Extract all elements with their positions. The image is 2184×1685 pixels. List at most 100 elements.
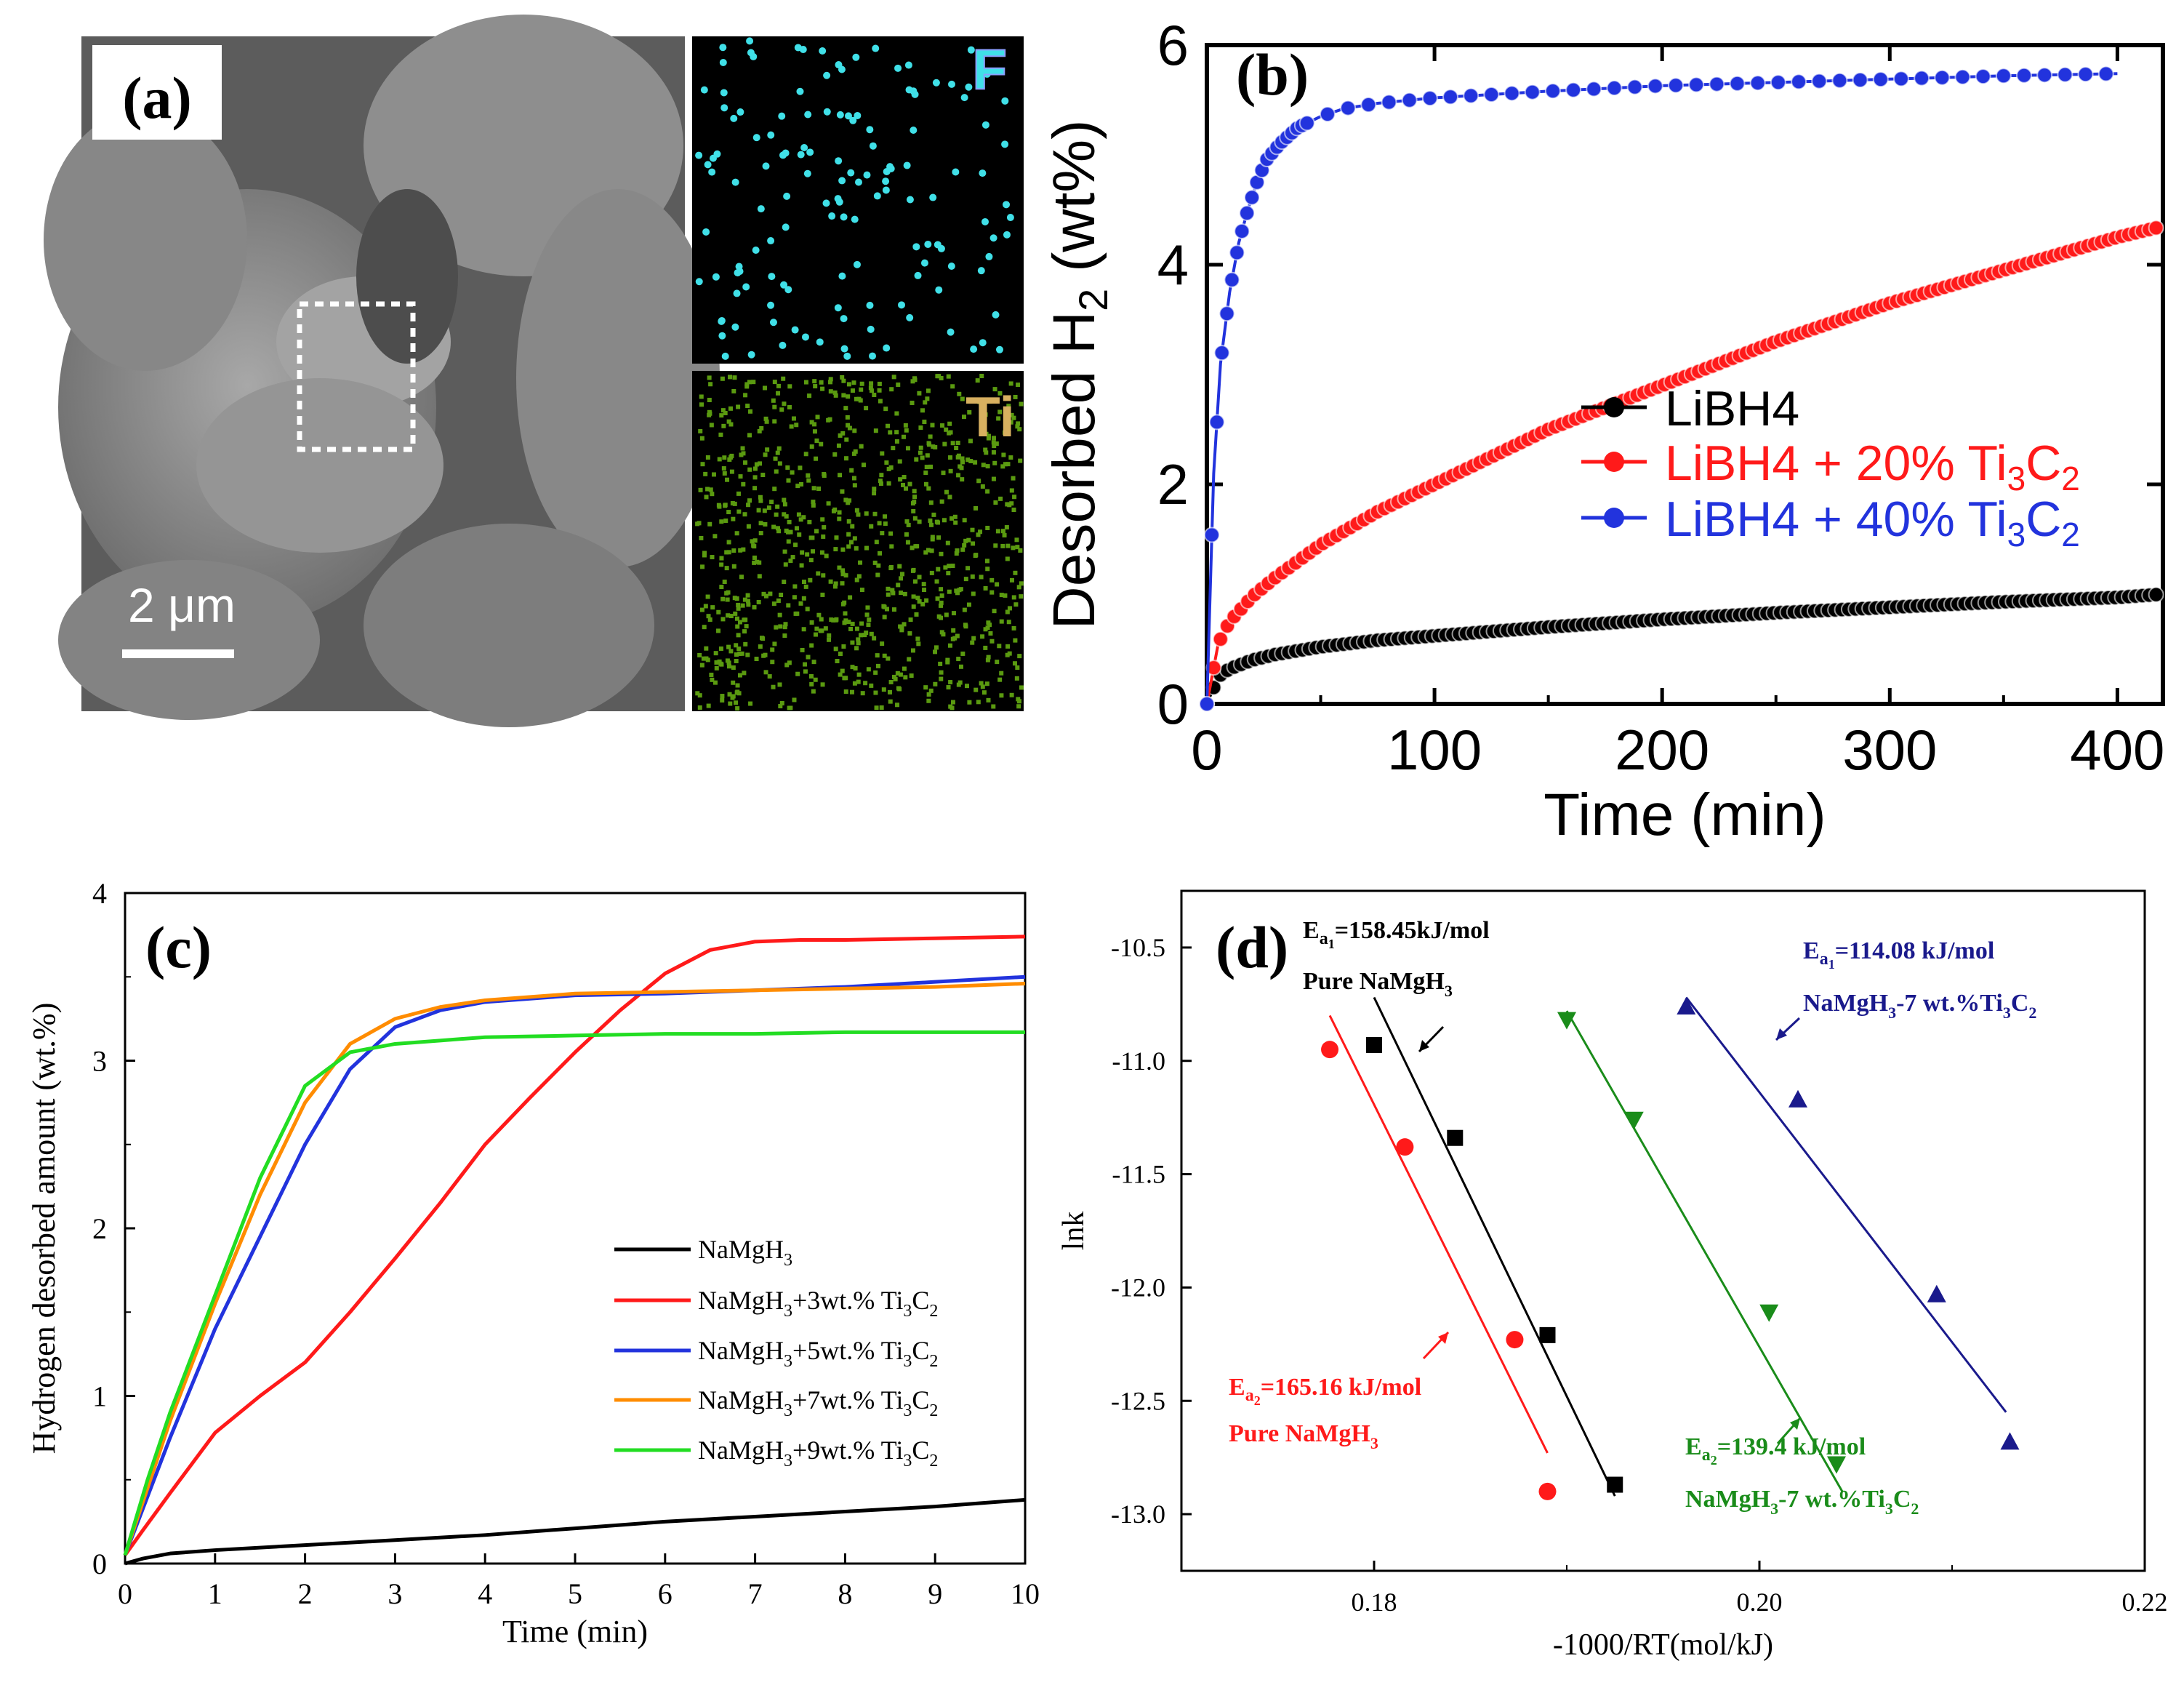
ti-dot — [706, 703, 711, 708]
panel-b-series-2-point — [1213, 345, 1230, 361]
ti-dot — [1003, 593, 1008, 598]
ti-dot — [917, 519, 922, 524]
ti-dot — [887, 689, 892, 695]
ti-dot — [950, 384, 955, 389]
ti-dot — [859, 621, 864, 626]
scale-bar-label: 2 μm — [128, 578, 236, 632]
ti-dot — [737, 651, 742, 656]
ti-dot — [956, 473, 961, 478]
f-dot — [1001, 97, 1009, 105]
ti-dot — [971, 541, 976, 546]
f-dot — [903, 161, 911, 169]
ti-dot — [813, 384, 818, 389]
ti-dot — [970, 574, 975, 579]
ti-dot — [778, 624, 783, 629]
ti-dot — [976, 479, 981, 484]
ti-dot — [991, 476, 996, 481]
ti-dot — [943, 565, 948, 570]
ti-dot — [868, 385, 873, 391]
ti-dot — [833, 393, 838, 398]
ti-dot — [736, 404, 741, 409]
f-dot — [952, 168, 960, 176]
ti-dot — [702, 553, 707, 558]
ti-dot — [886, 592, 891, 597]
ti-dot — [759, 636, 764, 641]
ti-dot — [997, 391, 1003, 396]
ti-dot — [939, 615, 944, 620]
panel-b-xtick-label: 200 — [1615, 718, 1709, 782]
ti-dot — [719, 585, 724, 590]
ti-dot — [874, 540, 879, 545]
ti-dot — [1011, 545, 1016, 551]
ti-dot — [728, 422, 734, 427]
ti-dot — [734, 643, 739, 648]
panel-b-series-2-point — [1892, 71, 1909, 87]
panel-b-xtick-label: 100 — [1387, 718, 1482, 782]
f-dot — [995, 345, 1003, 353]
ea-black-line2: Pure NaMgH3 — [1303, 968, 1453, 1000]
ti-dot — [739, 452, 744, 457]
ti-dot — [1012, 661, 1017, 666]
ti-dot — [907, 481, 912, 487]
ti-dot — [902, 475, 907, 480]
ti-dot — [730, 501, 735, 506]
ti-dot — [792, 697, 797, 703]
f-dot — [911, 90, 919, 98]
f-dot — [721, 352, 729, 360]
ti-dot — [724, 550, 729, 555]
ti-dot — [987, 623, 992, 628]
ti-dot — [843, 689, 848, 695]
ti-dot — [756, 508, 761, 513]
f-dot — [800, 143, 808, 151]
ti-dot — [859, 387, 864, 392]
ti-dot — [774, 512, 779, 517]
f-dot — [801, 333, 809, 341]
ti-dot — [898, 624, 903, 629]
panel-c-plot: 0 1 2 3 4 5 6 7 8 9 10 0 1 2 3 4 Time (min) Hydrogen deso… — [26, 877, 1040, 1649]
ti-dot — [920, 455, 925, 460]
ti-dot — [933, 649, 938, 655]
f-dot — [730, 114, 738, 122]
f-dot — [914, 271, 922, 279]
ti-dot — [938, 661, 943, 666]
ti-dot — [758, 521, 763, 526]
ti-dot — [699, 402, 704, 407]
ti-dot — [787, 705, 792, 711]
panel-d-ytick-label: -11.0 — [1112, 1046, 1165, 1076]
ti-dot — [834, 535, 839, 540]
ti-dot — [838, 651, 843, 656]
ti-dot — [725, 658, 730, 663]
ti-dot — [880, 451, 885, 456]
panel-d-ylabel: lnk — [1057, 1212, 1091, 1251]
ti-dot — [771, 524, 776, 529]
ti-dot — [840, 375, 845, 380]
f-dot — [782, 223, 790, 231]
ti-dot — [847, 425, 852, 431]
ti-dot — [820, 682, 825, 687]
panel-b-ylabel: Desorbed H2 (wt%) — [1041, 119, 1116, 629]
ti-dot — [894, 430, 899, 435]
ti-dot — [695, 691, 700, 696]
ti-dot — [808, 577, 813, 583]
ti-dot — [995, 582, 1000, 587]
f-dot — [742, 283, 750, 291]
panel-c-legend-label-2: NaMgH3+5wt.% Ti3C2 — [698, 1336, 938, 1371]
ti-dot — [1011, 415, 1016, 420]
panel-a: (a) 2 μm F Ti — [44, 15, 1024, 727]
ti-dot — [941, 471, 946, 476]
ti-dot — [926, 388, 931, 393]
f-dot — [838, 177, 846, 185]
ti-dot — [901, 482, 906, 487]
f-dot — [840, 345, 848, 353]
ti-dot — [955, 440, 960, 445]
panel-c-ytick-label: 2 — [92, 1212, 107, 1245]
ti-dot — [716, 503, 721, 508]
f-dot — [819, 47, 827, 55]
ti-dot — [712, 534, 718, 539]
panel-b-series-2-point — [1463, 87, 1480, 104]
ti-dot — [697, 693, 702, 698]
ti-dot — [811, 486, 816, 491]
ti-dot — [891, 446, 896, 451]
ti-dot — [856, 637, 861, 642]
ti-dot — [719, 556, 724, 561]
